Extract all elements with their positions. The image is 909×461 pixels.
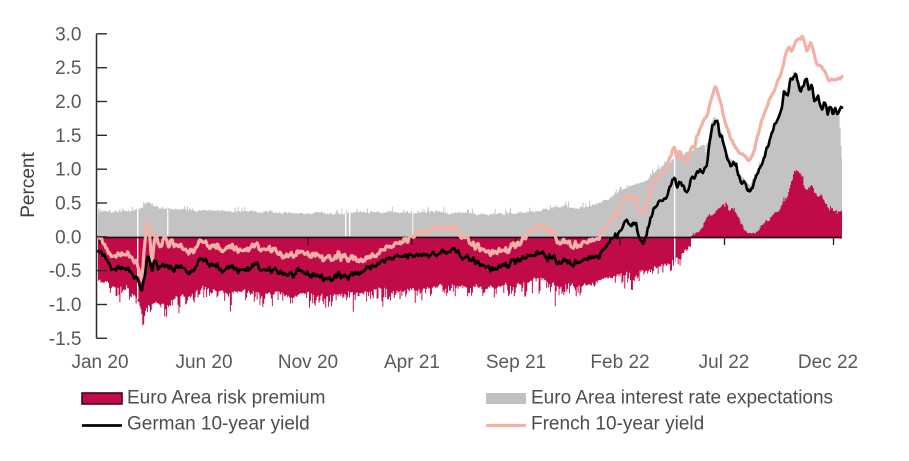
svg-text:1.5: 1.5 bbox=[55, 126, 81, 147]
svg-text:Apr 21: Apr 21 bbox=[384, 352, 440, 373]
svg-text:Jun 20: Jun 20 bbox=[175, 352, 232, 373]
svg-text:Feb 22: Feb 22 bbox=[590, 352, 649, 373]
svg-text:Jan 20: Jan 20 bbox=[71, 352, 128, 373]
svg-text:-0.5: -0.5 bbox=[49, 261, 82, 282]
svg-text:0.5: 0.5 bbox=[55, 194, 81, 215]
svg-text:Sep 21: Sep 21 bbox=[486, 352, 546, 373]
svg-text:Nov 20: Nov 20 bbox=[278, 352, 338, 373]
svg-text:Dec 22: Dec 22 bbox=[798, 352, 858, 373]
svg-text:0.0: 0.0 bbox=[55, 227, 81, 248]
svg-text:Percent: Percent bbox=[18, 152, 39, 218]
svg-text:German 10-year yield: German 10-year yield bbox=[127, 414, 310, 435]
svg-text:-1.5: -1.5 bbox=[49, 329, 82, 350]
svg-text:2.0: 2.0 bbox=[55, 92, 81, 113]
svg-text:3.0: 3.0 bbox=[55, 24, 81, 45]
svg-text:2.5: 2.5 bbox=[55, 58, 81, 79]
svg-text:French 10-year yield: French 10-year yield bbox=[531, 414, 704, 435]
svg-text:Euro Area risk premium: Euro Area risk premium bbox=[127, 388, 326, 409]
svg-text:-1.0: -1.0 bbox=[49, 295, 82, 316]
svg-text:1.0: 1.0 bbox=[55, 160, 81, 181]
svg-text:Jul 22: Jul 22 bbox=[699, 352, 750, 373]
svg-text:Euro Area interest rate expect: Euro Area interest rate expectations bbox=[531, 388, 833, 409]
